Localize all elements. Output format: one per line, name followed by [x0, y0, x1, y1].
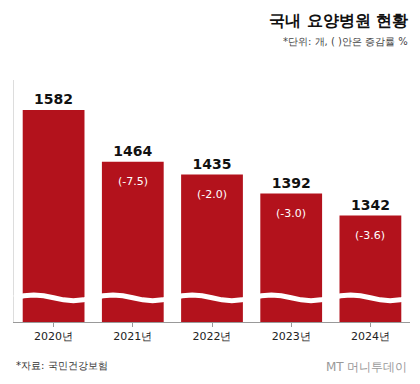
- svg-text:(-3.6): (-3.6): [355, 229, 385, 242]
- svg-text:2022년: 2022년: [193, 330, 232, 343]
- svg-text:*자료: 국민건강보험: *자료: 국민건강보험: [16, 360, 108, 371]
- svg-text:2024년: 2024년: [351, 330, 390, 343]
- svg-text:국내 요양병원 현황: 국내 요양병원 현황: [269, 11, 408, 30]
- svg-text:1342: 1342: [351, 197, 390, 213]
- svg-text:(-2.0): (-2.0): [197, 188, 227, 201]
- svg-text:MT 머니투데이: MT 머니투데이: [326, 360, 408, 374]
- svg-text:1464: 1464: [113, 143, 152, 159]
- svg-text:(-3.0): (-3.0): [276, 207, 306, 220]
- svg-text:(-7.5): (-7.5): [118, 175, 148, 188]
- svg-text:1435: 1435: [193, 156, 232, 172]
- svg-text:2020년: 2020년: [34, 330, 73, 343]
- svg-text:*단위: 개, ( )안은 증감률 %: *단위: 개, ( )안은 증감률 %: [283, 36, 408, 47]
- svg-text:1392: 1392: [272, 175, 311, 191]
- svg-text:1582: 1582: [34, 91, 73, 107]
- svg-text:2021년: 2021년: [113, 330, 152, 343]
- svg-text:2023년: 2023년: [272, 330, 311, 343]
